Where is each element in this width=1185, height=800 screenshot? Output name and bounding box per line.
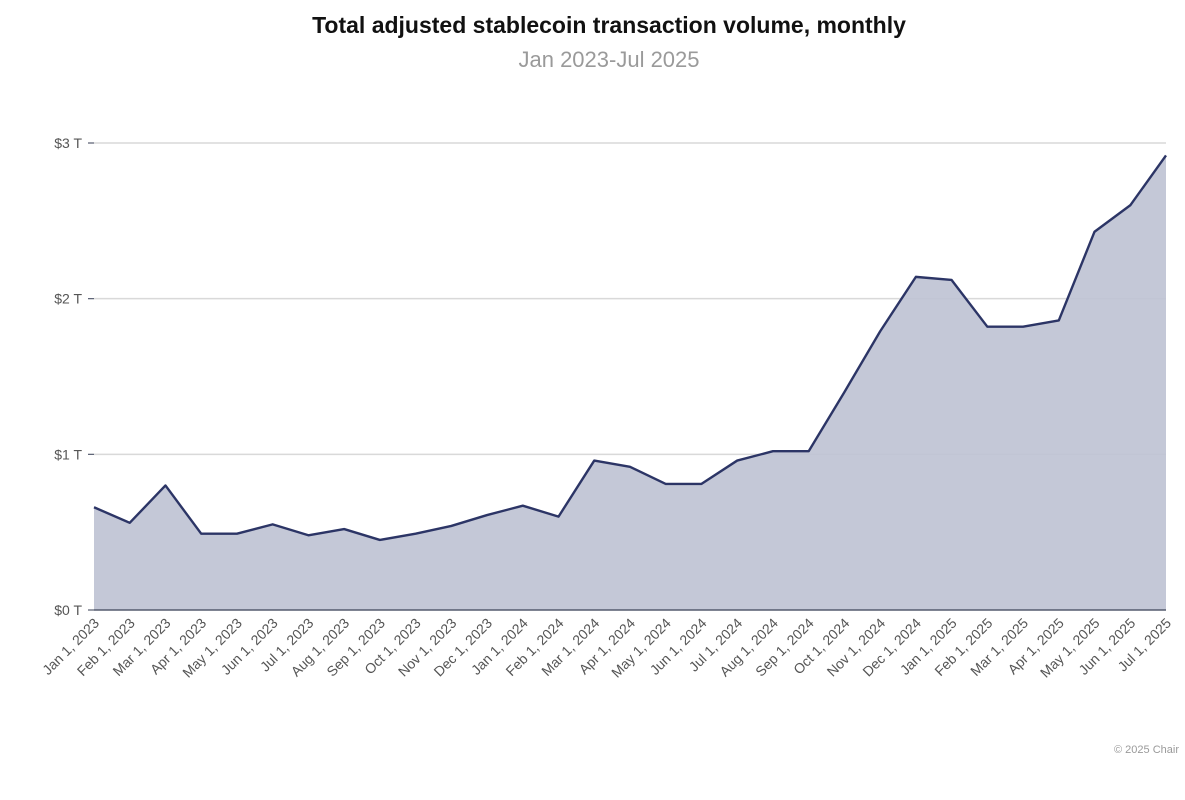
series-area [94, 155, 1166, 610]
y-tick-label: $1 T [54, 446, 82, 462]
copyright-notice: © 2025 Chair [1114, 744, 1179, 756]
y-tick-label: $2 T [54, 291, 82, 307]
y-tick-label: $0 T [54, 602, 82, 618]
chart-subtitle: Jan 2023-Jul 2025 [518, 47, 700, 72]
chart-title: Total adjusted stablecoin transaction vo… [312, 12, 906, 38]
series-line [93, 154, 1167, 542]
y-tick-label: $3 T [54, 135, 82, 151]
